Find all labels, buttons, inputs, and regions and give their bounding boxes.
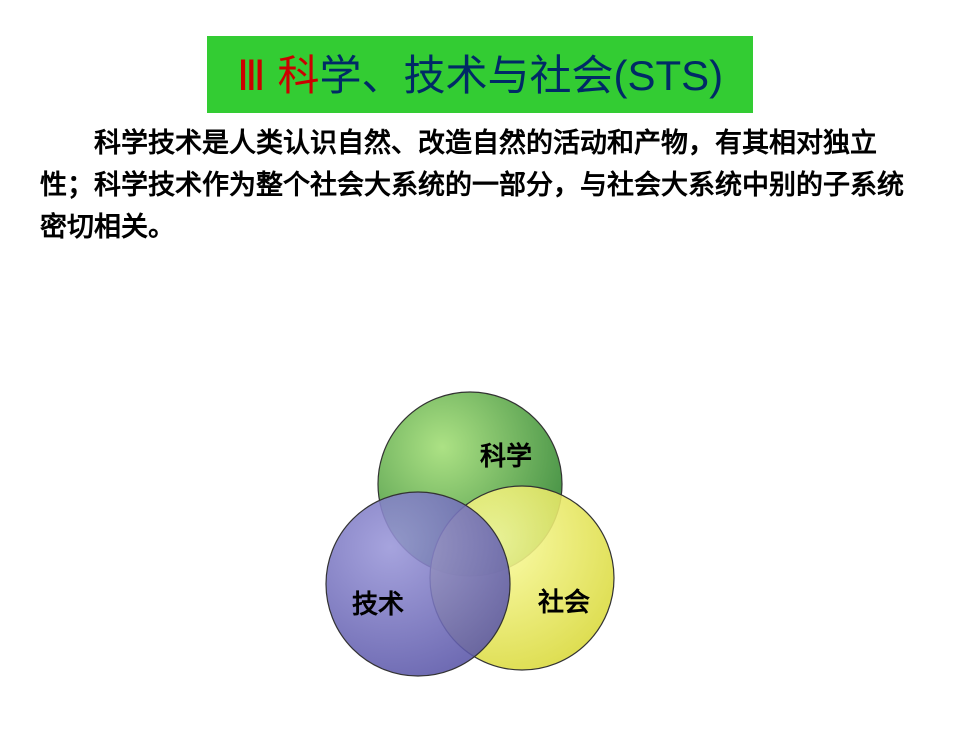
venn-label-science: 科学 [480,436,532,473]
title-text: 科学、技术与社会(STS) [277,52,723,99]
title-text-red: 科 [277,52,319,99]
slide-body-paragraph: 科学技术是人类认识自然、改造自然的活动和产物，有其相对独立性；科学技术作为整个社… [40,123,920,249]
venn-label-technology: 技术 [352,584,404,621]
title-text-main: 学、技术与社会(STS) [320,52,724,99]
slide-title-bar: Ⅲ 科学、技术与社会(STS) [207,36,753,113]
venn-label-society: 社会 [538,582,590,619]
title-roman-numeral: Ⅲ [237,54,266,100]
venn-diagram: 科学社会 技术 [290,366,650,726]
venn-svg [290,366,650,726]
